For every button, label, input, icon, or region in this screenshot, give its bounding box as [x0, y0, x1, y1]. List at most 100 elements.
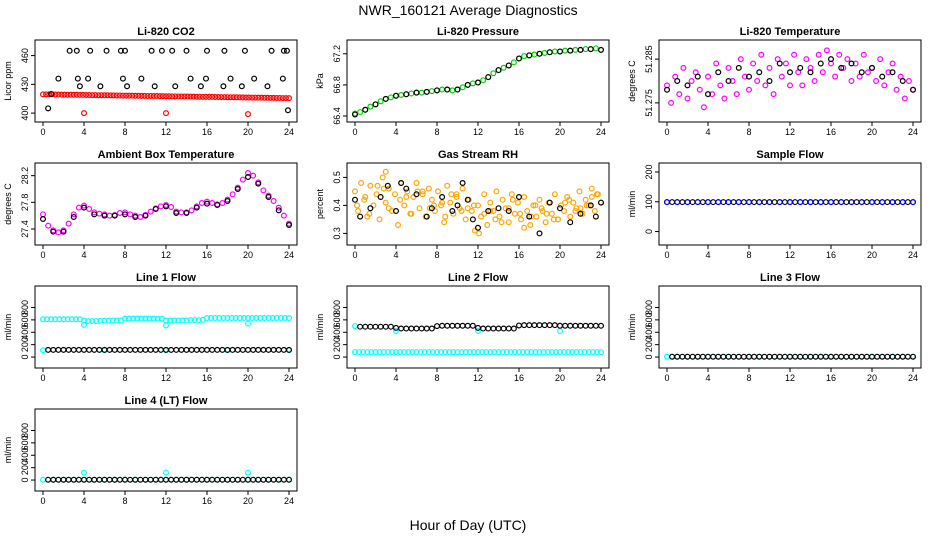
data-point	[250, 346, 257, 353]
x-tick-label: 8	[746, 373, 751, 383]
data-point	[505, 205, 512, 212]
data-point	[89, 92, 96, 99]
data-point	[366, 210, 373, 217]
data-point	[382, 323, 389, 330]
data-point	[487, 208, 494, 215]
data-point	[76, 91, 83, 98]
x-tick-label: 20	[867, 250, 877, 260]
data-point	[116, 210, 123, 217]
data-point	[234, 476, 241, 483]
data-point	[588, 185, 595, 192]
x-tick-label: 8	[122, 373, 127, 383]
data-point	[364, 349, 371, 356]
data-points	[352, 322, 604, 356]
data-point	[97, 83, 104, 90]
y-tick-label: 66.4	[332, 107, 342, 125]
data-point	[597, 199, 604, 206]
data-point	[449, 208, 456, 215]
x-tick-label: 8	[122, 127, 127, 137]
data-point	[521, 224, 528, 231]
data-point	[79, 91, 86, 98]
data-point	[416, 205, 423, 212]
data-point	[388, 349, 395, 356]
data-point	[172, 83, 179, 90]
x-tick-label: 20	[243, 373, 253, 383]
data-point	[498, 219, 505, 226]
y-tick-label: 800	[20, 423, 30, 438]
data-point	[444, 322, 451, 329]
data-point	[704, 199, 711, 206]
data-point	[509, 196, 516, 203]
data-point	[848, 199, 855, 206]
series-1	[39, 170, 293, 236]
data-point	[70, 346, 77, 353]
data-point	[815, 51, 822, 58]
data-point	[556, 205, 563, 212]
data-point	[393, 328, 400, 335]
data-point	[909, 353, 916, 360]
x-tick-label: 24	[284, 250, 294, 260]
x-tick-label: 8	[746, 250, 751, 260]
data-point	[283, 47, 290, 54]
data-point	[421, 349, 428, 356]
data-point	[442, 349, 449, 356]
data-point	[832, 73, 839, 80]
series-1	[352, 45, 604, 117]
data-point	[493, 188, 500, 195]
data-point	[446, 349, 453, 356]
data-point	[836, 51, 843, 58]
data-point	[843, 353, 850, 360]
data-point	[435, 188, 442, 195]
data-point	[142, 476, 149, 483]
data-point	[431, 208, 438, 215]
data-point	[459, 322, 466, 329]
data-point	[848, 77, 855, 84]
data-point	[183, 317, 190, 324]
data-point	[710, 199, 717, 206]
data-point	[505, 325, 512, 332]
data-point	[106, 346, 113, 353]
data-point	[75, 346, 82, 353]
data-point	[449, 322, 456, 329]
data-point	[48, 90, 55, 97]
data-point	[439, 199, 446, 206]
data-point	[229, 346, 236, 353]
data-point	[408, 325, 415, 332]
data-point	[556, 48, 563, 55]
data-point	[230, 94, 237, 101]
data-point	[680, 64, 687, 71]
data-point	[582, 322, 589, 329]
data-point	[147, 208, 154, 215]
data-point	[766, 199, 773, 206]
data-point	[279, 95, 286, 102]
data-point	[776, 353, 783, 360]
data-point	[694, 73, 701, 80]
data-point	[745, 73, 752, 80]
data-point	[91, 211, 98, 218]
y-tick-label: 0	[20, 478, 30, 483]
x-tick-label: 24	[908, 250, 918, 260]
data-point	[905, 77, 912, 84]
data-point	[245, 315, 252, 322]
data-point	[740, 353, 747, 360]
data-point	[573, 349, 580, 356]
chart-title: Line 1 Flow	[136, 272, 196, 284]
y-axis-label: ml/min	[3, 314, 13, 341]
data-point	[561, 349, 568, 356]
chart-panel-8: Line 2 Flow ml/min 0 4 8 12 16 20 24 0 20040060080…	[315, 272, 610, 383]
data-point	[198, 200, 205, 207]
data-point	[532, 202, 539, 209]
series-1	[39, 91, 293, 118]
data-point	[252, 94, 259, 101]
x-tick-label: 20	[243, 250, 253, 260]
data-point	[206, 93, 213, 100]
data-point	[121, 47, 128, 54]
data-point	[280, 47, 287, 54]
data-point	[737, 56, 744, 63]
data-point	[228, 315, 235, 322]
data-point	[521, 53, 528, 60]
data-point	[147, 476, 154, 483]
data-point	[376, 349, 383, 356]
data-point	[548, 210, 555, 217]
data-point	[822, 199, 829, 206]
